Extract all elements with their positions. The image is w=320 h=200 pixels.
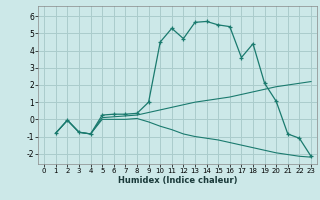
X-axis label: Humidex (Indice chaleur): Humidex (Indice chaleur): [118, 176, 237, 185]
